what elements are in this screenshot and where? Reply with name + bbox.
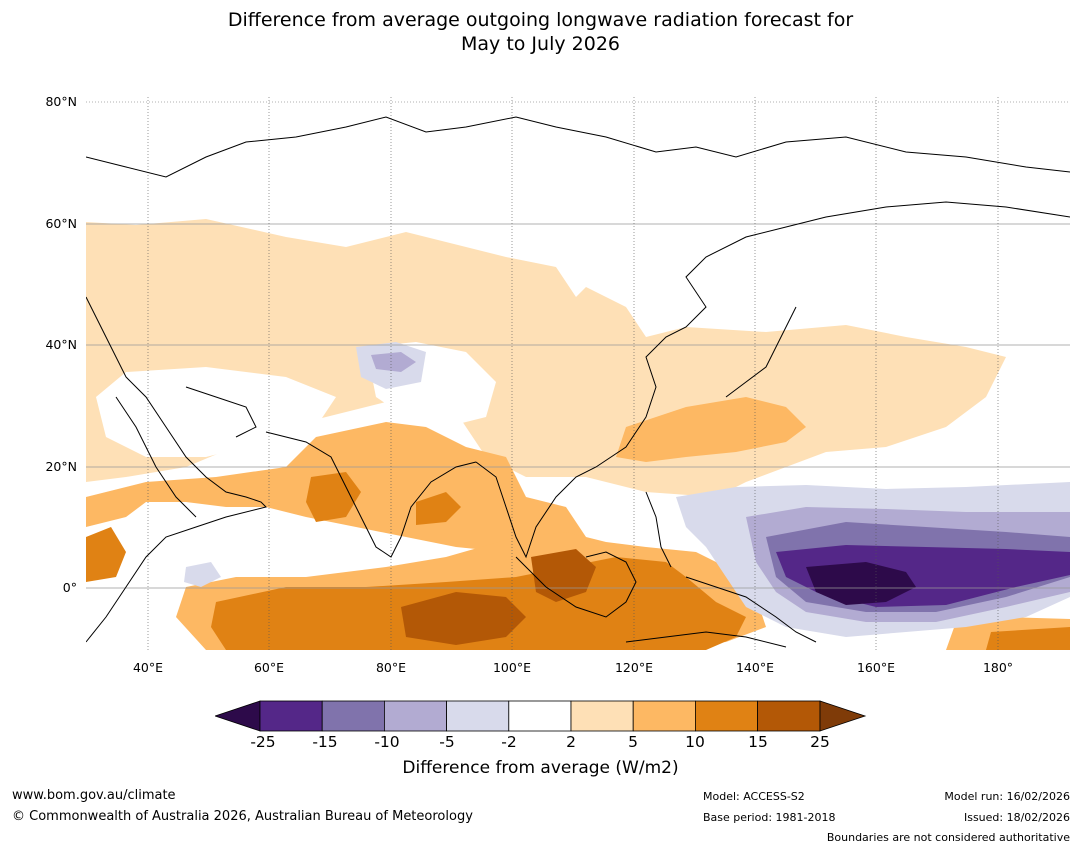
coastline-india [265,431,477,558]
coastline-japan [725,306,797,398]
colorbar-tick: -10 [374,733,400,751]
title-line-1: Difference from average outgoing longwav… [227,9,854,31]
near-average-region-somalia [86,587,136,650]
colorbar-tick: 5 [628,733,638,751]
coastline-australia [625,631,787,648]
coastline-red-sea [115,396,197,518]
coastline-new-guinea [685,576,817,643]
colorbar-tick: -15 [312,733,338,751]
coastlines [86,116,1070,648]
lon-label-180: 180° [982,660,1014,675]
olr-anomaly-map [86,97,1070,650]
coastline-europe-arabia-africa [86,296,267,643]
longitude-gridlines [147,97,999,650]
lon-label-80e: 80°E [375,660,407,675]
anomaly-region-darkest-purple-pacific [806,562,916,605]
copyright-text: © Commonwealth of Australia 2026, Austra… [12,809,473,824]
colorbar-segment [757,700,821,732]
anomaly-region-dark-orange-bay-of-bengal [416,492,461,525]
colorbar-segment [632,700,696,732]
colorbar-extend-high [819,700,867,732]
colorbar-tick: -5 [439,733,455,751]
colorbar-tick: -25 [250,733,276,751]
anomaly-region-brown-indian-ocean [401,592,526,645]
colorbar-tick: -2 [501,733,517,751]
colorbar-tick: 25 [810,733,830,751]
colorbar-label: Difference from average (W/m2) [402,758,679,778]
coastline-borneo-sumatra [515,551,637,618]
colorbar-segment [321,700,385,732]
near-average-region-indian-ocean [186,537,336,582]
issued-date: Issued: 18/02/2026 [963,811,1070,824]
model-name: Model: ACCESS-S2 [703,790,805,803]
lon-label-120e: 120°E [614,660,653,675]
lon-label-160e: 160°E [856,660,895,675]
anomaly-region-brown-java-sea [531,549,596,602]
chart-title: Difference from average outgoing longwav… [0,8,1081,56]
title-line-2: May to July 2026 [461,33,620,55]
lon-label-60e: 60°E [253,660,285,675]
coastline-philippines [645,491,672,568]
anomaly-region-light-purple-tibet [371,352,416,372]
bom-url[interactable]: www.bom.gov.au/climate [12,788,176,803]
lat-label-equator: 0° [62,580,77,595]
colorbar-tick: 10 [685,733,705,751]
colorbar-segment [259,700,323,732]
lon-label-140e: 140°E [735,660,774,675]
latitude-gridlines [86,101,1070,589]
anomaly-region-dark-orange-coral-sea [986,627,1070,650]
colorbar-extend-low [215,700,261,732]
lon-label-100e: 100°E [492,660,531,675]
model-run-date: Model run: 16/02/2026 [944,790,1070,803]
lon-label-40e: 40°E [132,660,164,675]
lat-label-20n: 20°N [45,459,77,474]
colorbar-segment [383,700,447,732]
colorbar-tick: 15 [748,733,768,751]
boundaries-disclaimer: Boundaries are not considered authoritat… [826,831,1070,844]
colorbar-segment [446,700,510,732]
coastline-southeast-asia [475,201,1070,559]
colorbar [215,700,867,732]
lat-label-80n: 80°N [45,94,77,109]
anomaly-region-dark-orange-africa [86,527,126,582]
colorbar-tick: 2 [566,733,576,751]
lat-label-60n: 60°N [45,216,77,231]
anomaly-region-lilac-indian-ocean [184,562,221,587]
anomaly-region-orange-pacific [616,397,806,462]
base-period: Base period: 1981-2018 [703,811,836,824]
lat-label-40n: 40°N [45,337,77,352]
colorbar-segment [694,700,758,732]
coastline-arctic [86,116,1070,178]
anomaly-region-dark-orange-arabian-sea [306,472,361,522]
coastline-persian-gulf [185,386,257,438]
colorbar-segment [508,700,572,732]
colorbar-segment [570,700,634,732]
